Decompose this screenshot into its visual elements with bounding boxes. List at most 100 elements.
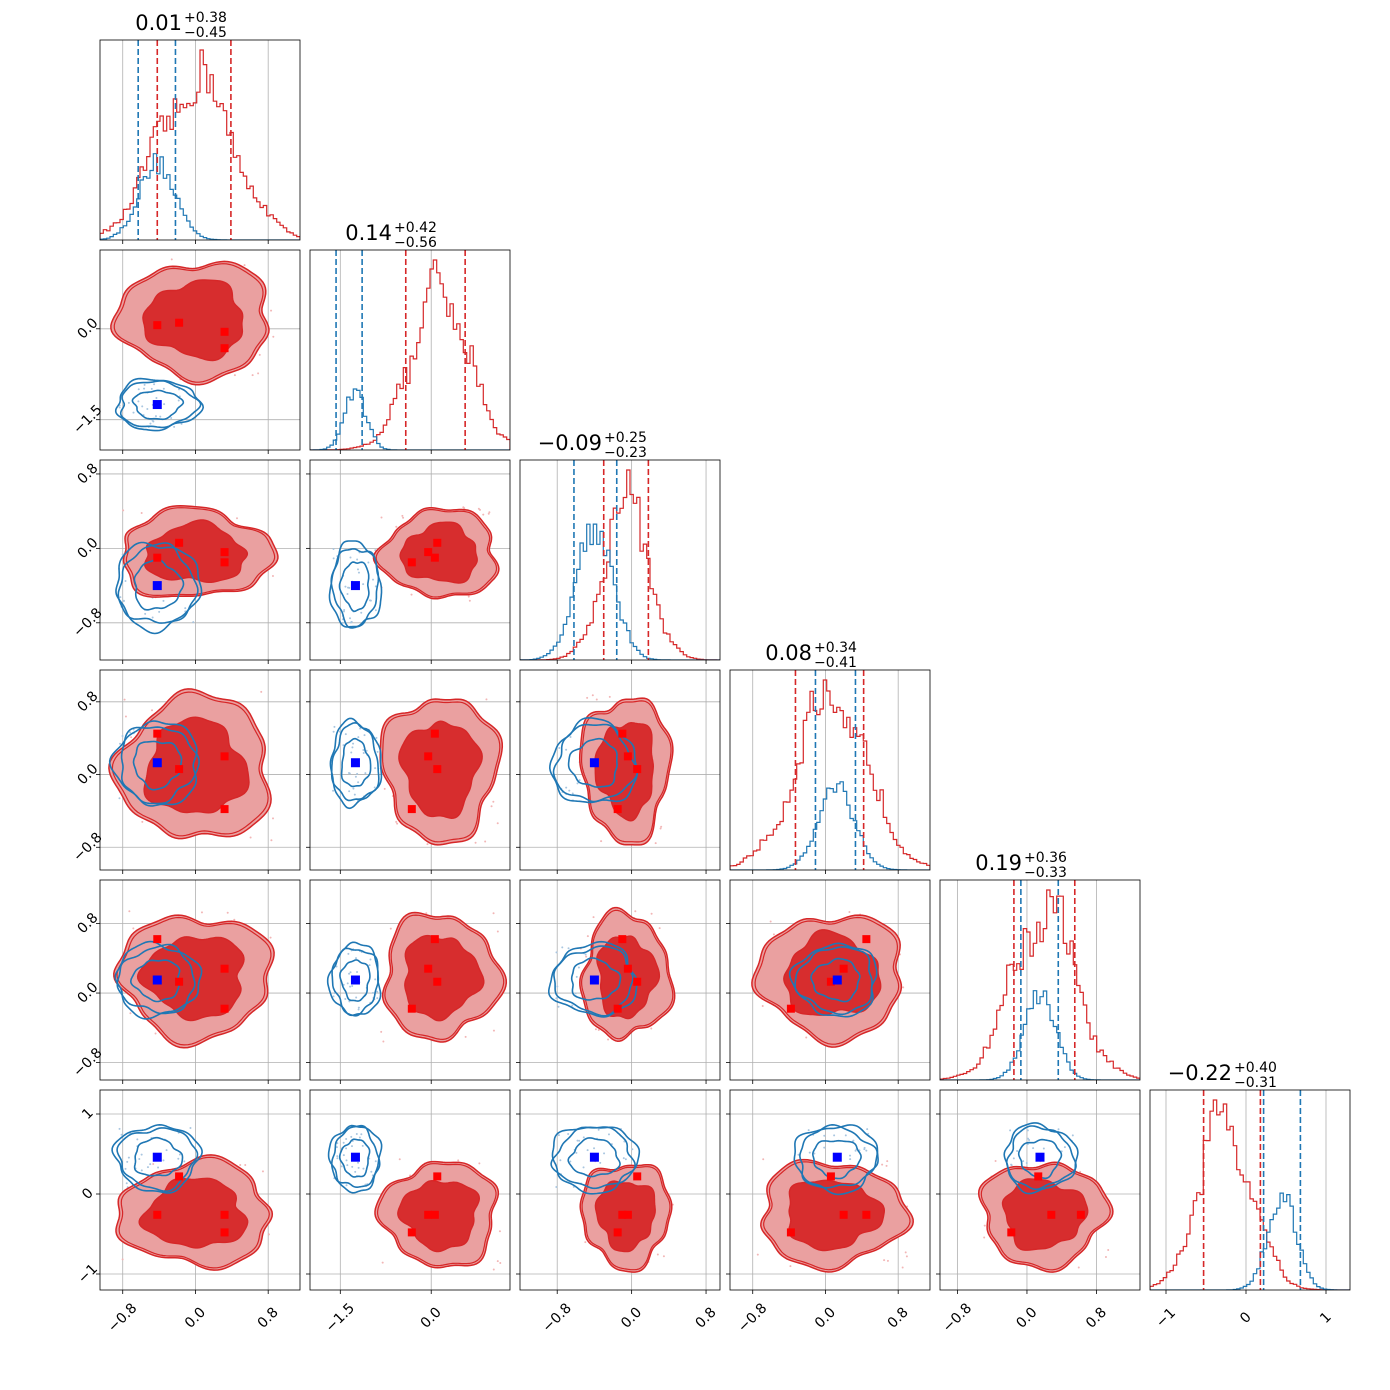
sample-point [426, 843, 429, 846]
contour-red-inner [143, 519, 249, 583]
sample-point [192, 621, 195, 624]
sample-point [905, 1255, 908, 1258]
sample-point [261, 1170, 264, 1173]
sample-point [357, 781, 360, 784]
sample-point [591, 694, 594, 697]
truth-marker-blue [1035, 1152, 1045, 1162]
truth-marker-red [430, 935, 439, 944]
sample-point [162, 387, 165, 390]
param-title-minus-3: −0.41 [814, 655, 857, 671]
ytick-label: 1 [79, 1105, 97, 1123]
sample-point [1071, 1134, 1074, 1137]
sample-point [360, 611, 363, 614]
param-title-median-0: 0.01 [135, 11, 182, 35]
sample-point [170, 258, 173, 261]
sample-point [582, 1136, 585, 1139]
sample-point [866, 1128, 869, 1131]
contour-blue-2 [338, 561, 370, 613]
sample-point [383, 787, 386, 790]
hist-blue-1 [310, 388, 510, 450]
truth-marker-red [1047, 1210, 1056, 1219]
panel-3-1 [329, 698, 504, 846]
contour-blue-1 [330, 548, 380, 629]
sample-point [239, 1163, 242, 1166]
hist-red-0 [100, 49, 300, 240]
sample-point [578, 779, 581, 782]
sample-point [342, 1141, 345, 1144]
sample-point [576, 782, 579, 785]
sample-point [368, 964, 371, 967]
contour-blue-2 [340, 737, 372, 788]
sample-point [189, 1127, 192, 1130]
sample-point [345, 1184, 348, 1187]
ytick-label: 0.0 [74, 315, 101, 342]
sample-point [789, 1265, 792, 1268]
truth-marker-red [826, 977, 835, 986]
sample-point [823, 1134, 826, 1137]
sample-point [332, 789, 335, 792]
truth-marker-red [153, 729, 162, 738]
sample-point [1012, 1157, 1015, 1160]
contour-red-outer-2 [377, 1163, 497, 1267]
sample-point [122, 509, 125, 512]
contour-blue-2 [339, 959, 371, 1002]
param-title-plus-4: +0.36 [1024, 850, 1067, 866]
sample-point [336, 1142, 339, 1145]
sample-point [561, 946, 564, 949]
sample-point [336, 1155, 339, 1158]
sample-point [357, 1161, 360, 1164]
sample-point [137, 400, 140, 403]
truth-marker-red [407, 1004, 416, 1013]
sample-point [848, 911, 851, 914]
xtick-label: 0.0 [618, 1304, 645, 1331]
sample-point [823, 1146, 826, 1149]
truth-marker-red [220, 964, 229, 973]
sample-point [607, 1133, 610, 1136]
truth-marker-red [220, 558, 229, 567]
sample-point [983, 1224, 986, 1227]
sample-point [119, 742, 122, 745]
sample-point [807, 1129, 810, 1132]
hist-blue-0 [100, 153, 300, 240]
sample-point [492, 912, 495, 915]
sample-point [357, 1008, 360, 1011]
sample-point [557, 1005, 560, 1008]
sample-point [270, 309, 273, 312]
sample-point [569, 1160, 572, 1163]
sample-point [359, 727, 362, 730]
sample-point [769, 920, 772, 923]
xtick-label: −0.8 [105, 1300, 140, 1335]
sample-point [129, 731, 132, 734]
sample-point [595, 698, 598, 701]
sample-point [269, 936, 272, 939]
sample-point [381, 1261, 384, 1264]
sample-point [271, 575, 274, 578]
sample-point [120, 1133, 123, 1136]
sample-point [360, 1133, 363, 1136]
param-title-minus-1: −0.56 [394, 235, 437, 251]
truth-marker-red [618, 729, 627, 738]
contour-blue-1 [550, 1126, 636, 1190]
sample-point [363, 734, 366, 737]
sample-point [332, 730, 335, 733]
xtick-label: 0.0 [812, 1304, 839, 1331]
sample-point [1107, 1248, 1110, 1251]
panel-3-2 [548, 694, 674, 846]
sample-point [492, 1268, 495, 1271]
xtick-label: 0.0 [182, 1304, 209, 1331]
sample-point [233, 374, 236, 377]
hist-red-3 [730, 679, 930, 870]
sample-point [178, 388, 181, 391]
sample-point [124, 579, 127, 582]
contour-blue-0 [793, 1124, 879, 1196]
hist-blue-5 [1150, 1192, 1350, 1290]
sample-point [490, 805, 493, 808]
sample-point [353, 793, 356, 796]
contour-blue-2 [567, 1137, 621, 1178]
sample-point [395, 525, 398, 528]
sample-point [125, 1182, 128, 1185]
sample-point [154, 1032, 157, 1035]
sample-point [177, 1157, 180, 1160]
sample-point [338, 730, 341, 733]
panel-frame-5-1 [309, 1089, 511, 1291]
